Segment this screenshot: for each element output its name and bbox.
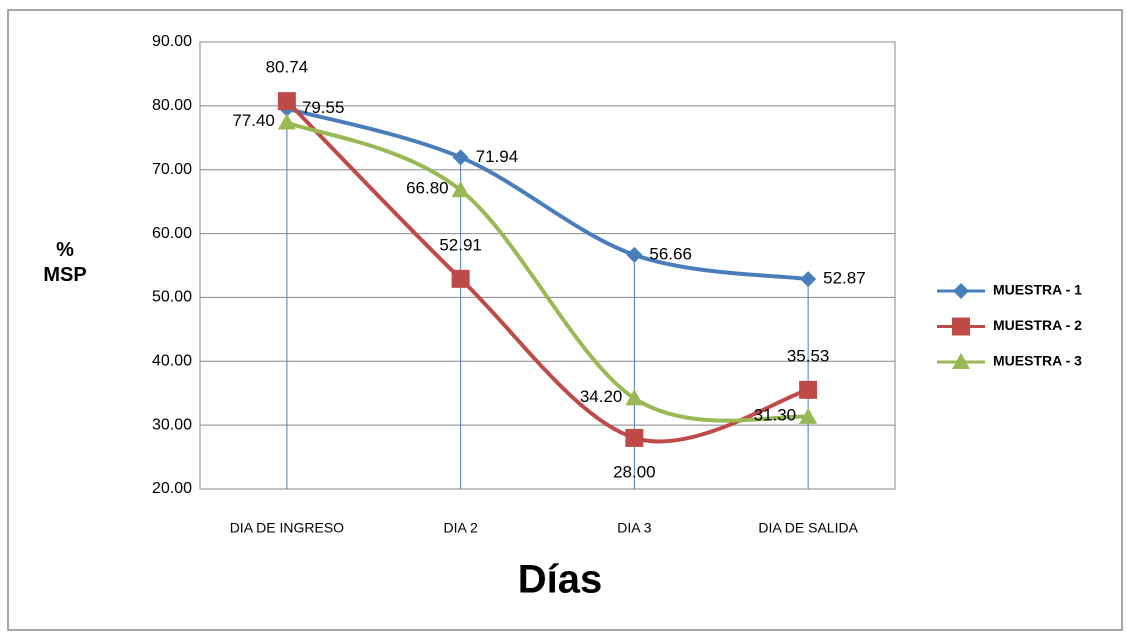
legend-label: MUESTRA - 2 [993, 317, 1082, 333]
data-point [277, 113, 296, 130]
data-point [799, 380, 818, 399]
x-tick-label: DIA 2 [444, 520, 478, 536]
data-label: 31.30 [754, 405, 797, 424]
data-point [800, 271, 817, 288]
series-line [286, 106, 809, 282]
data-point [625, 389, 644, 406]
series-line [286, 120, 809, 423]
data-point [277, 92, 296, 111]
y-axis-title: % MSP [43, 239, 87, 286]
data-point [451, 269, 470, 288]
y-tick-label: 80.00 [152, 97, 192, 114]
x-tick-label: DIA 3 [617, 520, 651, 536]
y-tick-label: 50.00 [152, 289, 192, 306]
legend-marker [952, 353, 970, 369]
data-label: 77.40 [232, 111, 275, 130]
x-tick-label: DIA DE INGRESO [230, 520, 344, 536]
y-tick-label: 70.00 [152, 161, 192, 178]
y-tick-label: 40.00 [152, 353, 192, 370]
data-label: 80.74 [266, 58, 309, 77]
data-label: 79.55 [302, 98, 345, 117]
y-tick-label: 30.00 [152, 416, 192, 433]
y-tick-label: 20.00 [152, 480, 192, 497]
data-label: 35.53 [787, 346, 830, 365]
data-label: 52.91 [439, 235, 482, 254]
y-tick-label: 90.00 [152, 33, 192, 50]
x-axis-title: Días [518, 558, 603, 602]
y-tick-label: 60.00 [152, 225, 192, 242]
data-label: 52.87 [823, 269, 866, 288]
data-label: 66.80 [406, 179, 449, 198]
data-label: 34.20 [580, 387, 623, 406]
legend-marker [953, 283, 969, 299]
legend-label: MUESTRA - 1 [993, 282, 1082, 298]
data-label: 28.00 [613, 462, 656, 481]
legend-label: MUESTRA - 3 [993, 353, 1082, 369]
series-line [285, 99, 809, 444]
legend-marker [952, 317, 970, 336]
data-label: 56.66 [649, 244, 692, 263]
data-point [452, 149, 469, 166]
data-point [799, 407, 818, 424]
data-label: 71.94 [476, 147, 519, 166]
data-point [626, 246, 643, 263]
x-tick-label: DIA DE SALIDA [758, 520, 858, 536]
data-point [451, 181, 470, 198]
data-point [625, 428, 644, 447]
